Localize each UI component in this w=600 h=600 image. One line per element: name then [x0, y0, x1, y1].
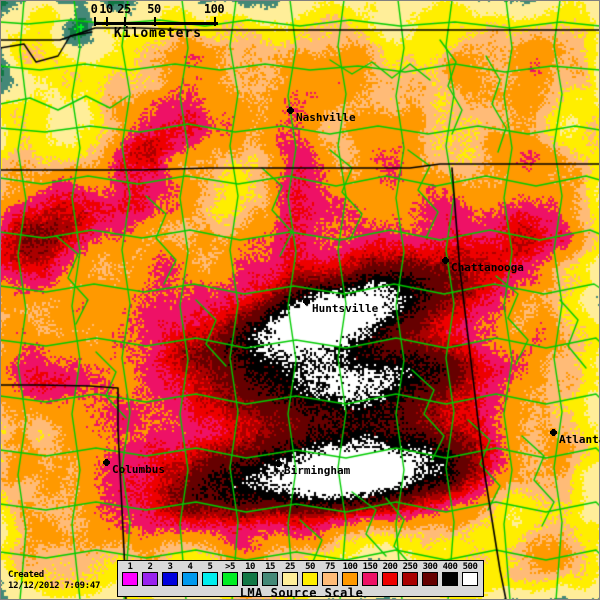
legend-color-swatch [202, 572, 218, 586]
legend-entry-label: >5 [225, 562, 235, 572]
legend-title: LMA Source Scale [239, 586, 364, 600]
created-stamp: Created 12/12/2012 7:09:47 [8, 570, 100, 592]
legend-entry: 100 [340, 562, 360, 586]
legend-color-swatch [442, 572, 458, 586]
legend-entry-label: 25 [285, 562, 295, 572]
legend-color-swatch [462, 572, 478, 586]
city-dot-icon [443, 258, 448, 263]
legend-color-swatch [422, 572, 438, 586]
scale-bar-label: 10 [99, 2, 113, 16]
legend-entry: 200 [380, 562, 400, 586]
legend-entry: 10 [240, 562, 260, 586]
legend-entry: 300 [420, 562, 440, 586]
city-label: Columbus [112, 463, 165, 476]
city-label: Huntsville [312, 302, 379, 315]
legend-panel: 1 2 3 4 5 >5 10 15 25 50 75 100 150 200 250 300 400 500 L… [117, 560, 484, 600]
legend-color-swatch [242, 572, 258, 586]
city-label: Chattanooga [451, 261, 524, 274]
legend-color-swatch [302, 572, 318, 586]
legend-entry: 75 [320, 562, 340, 586]
scale-bar-tick [214, 17, 216, 26]
legend-entry-label: 1 [127, 562, 133, 572]
legend-entry-label: 3 [167, 562, 173, 572]
legend-color-swatch [182, 572, 198, 586]
legend-entry-label: 50 [305, 562, 315, 572]
created-label: Created [8, 570, 44, 580]
city-label: Nashville [296, 111, 356, 124]
legend-entry: 400 [440, 562, 460, 586]
legend-entry: 150 [360, 562, 380, 586]
legend-entry: 50 [300, 562, 320, 586]
legend-color-swatch [322, 572, 338, 586]
legend-color-swatch [122, 572, 138, 586]
legend-entry-label: 250 [402, 562, 418, 572]
city-dot-icon [551, 430, 556, 435]
city-label: Birmingham [284, 464, 351, 477]
legend-entry-label: 4 [187, 562, 193, 572]
legend-entry: 4 [180, 562, 200, 586]
scale-bar-tick [154, 17, 156, 26]
created-timestamp: 12/12/2012 7:09:47 [8, 581, 101, 591]
legend-entry: >5 [220, 562, 240, 586]
legend-entry-label: 2 [147, 562, 153, 572]
legend-color-swatch [142, 572, 158, 586]
scale-bar-label: 25 [117, 2, 131, 16]
legend-color-swatch [362, 572, 378, 586]
legend-entry: 5 [200, 562, 220, 586]
legend-entry: 15 [260, 562, 280, 586]
legend-entry-label: 15 [265, 562, 275, 572]
city-label: Atlanta [559, 433, 600, 446]
scale-bar-tick [94, 17, 96, 26]
scale-bar-label: 100 [203, 2, 225, 16]
legend-color-swatch [342, 572, 358, 586]
legend-entry-label: 500 [462, 562, 478, 572]
legend-color-swatch [382, 572, 398, 586]
legend-entry: 500 [460, 562, 480, 586]
legend-color-swatch [162, 572, 178, 586]
city-dot-icon [304, 299, 309, 304]
legend-entry-label: 75 [325, 562, 335, 572]
legend-entry-label: 5 [207, 562, 213, 572]
legend-entry: 1 [120, 562, 140, 586]
city-dot-icon [104, 460, 109, 465]
legend-entry-label: 10 [245, 562, 255, 572]
city-dot-icon [288, 108, 293, 113]
legend-entry-label: 300 [422, 562, 438, 572]
legend-color-swatch [222, 572, 238, 586]
scale-bar-labels: 0 10 25 50 100 [88, 2, 228, 17]
scale-bar-line [94, 22, 218, 25]
legend-entry: 3 [160, 562, 180, 586]
scale-bar-title: Kilometers [113, 26, 203, 41]
legend-entry-label: 200 [382, 562, 398, 572]
scale-bar-tick [106, 17, 108, 26]
legend-entry-label: 400 [442, 562, 458, 572]
legend-swatch-row: 1 2 3 4 5 >5 10 15 25 50 75 100 150 200 250 300 400 500 [120, 562, 480, 586]
scale-bar: 0 10 25 50 100 Kilometers [88, 2, 228, 41]
legend-entry: 25 [280, 562, 300, 586]
scale-bar-label: 50 [147, 2, 161, 16]
legend-color-swatch [402, 572, 418, 586]
scale-bar-label: 0 [90, 2, 98, 16]
city-dot-icon [276, 461, 281, 466]
legend-entry-label: 100 [342, 562, 358, 572]
legend-entry: 250 [400, 562, 420, 586]
legend-entry-label: 150 [362, 562, 378, 572]
scale-bar-tick [124, 17, 126, 26]
legend-entry: 2 [140, 562, 160, 586]
legend-color-swatch [282, 572, 298, 586]
legend-color-swatch [262, 572, 278, 586]
